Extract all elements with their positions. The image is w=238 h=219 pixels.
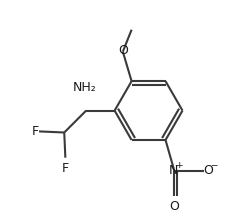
Text: O: O <box>169 200 179 213</box>
Text: F: F <box>32 125 39 138</box>
Text: +: + <box>175 161 183 170</box>
Text: F: F <box>62 162 69 175</box>
Text: O: O <box>118 44 128 57</box>
Text: NH₂: NH₂ <box>73 81 97 94</box>
Text: −: − <box>210 161 218 170</box>
Text: O: O <box>203 164 213 177</box>
Text: N: N <box>169 164 178 177</box>
